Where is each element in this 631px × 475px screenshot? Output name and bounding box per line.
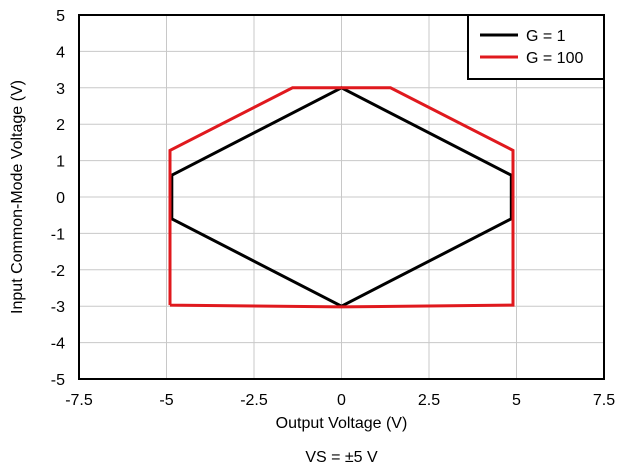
y-tick-label: -3 — [51, 299, 65, 316]
y-tick-label: 5 — [56, 8, 65, 25]
y-tick-label: 4 — [56, 44, 65, 61]
y-axis-ticks: 5 4 3 2 1 0 -1 -2 -3 -4 -5 — [51, 8, 65, 389]
y-axis-label: Input Common-Mode Voltage (V) — [9, 80, 26, 314]
series-line-g100 — [168, 86, 515, 309]
legend-label-g1: G = 1 — [526, 28, 566, 45]
x-tick-label: 7.5 — [593, 392, 615, 409]
x-tick-label: -2.5 — [240, 392, 268, 409]
y-tick-label: -5 — [51, 372, 65, 389]
legend: G = 1 G = 100 — [467, 14, 605, 80]
x-tick-label: 5 — [512, 392, 521, 409]
x-axis-label: Output Voltage (V) — [276, 415, 408, 432]
y-tick-label: -4 — [51, 336, 65, 353]
x-tick-label: 0 — [337, 392, 346, 409]
x-tick-label: -7.5 — [65, 392, 93, 409]
x-tick-label: -5 — [159, 392, 173, 409]
x-tick-label: 2.5 — [418, 392, 440, 409]
y-tick-label: -1 — [51, 226, 65, 243]
plot-frame — [78, 14, 605, 380]
y-tick-label: 1 — [56, 154, 65, 171]
y-tick-label: 2 — [56, 117, 65, 134]
y-tick-label: 0 — [56, 190, 65, 207]
legend-label-g100: G = 100 — [526, 50, 583, 67]
series-layer — [168, 86, 515, 309]
y-tick-label: 3 — [56, 81, 65, 98]
chart-caption: VS = ±5 V — [305, 449, 378, 466]
x-axis-ticks: -7.5 -5 -2.5 0 2.5 5 7.5 — [65, 392, 615, 409]
y-tick-label: -2 — [51, 263, 65, 280]
legend-box — [467, 14, 605, 80]
